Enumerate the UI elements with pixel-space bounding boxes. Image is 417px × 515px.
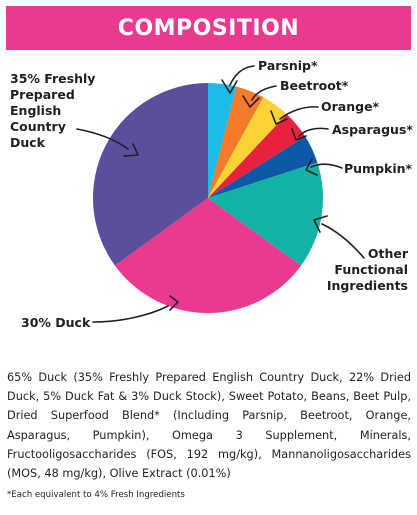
slice-label-other: Other Functional Ingredients	[327, 246, 409, 293]
slice-label-duck30: 30% Duck	[21, 315, 91, 330]
pie-slices	[92, 83, 324, 314]
arrow-asparagus	[298, 127, 329, 137]
ingredients-list: 65% Duck (35% Freshly Prepared English C…	[7, 371, 411, 481]
arrowhead-parsnip	[221, 79, 238, 94]
footnote: *Each equivalent to 4% Fresh Ingredients	[7, 490, 185, 500]
arrowhead-orange	[270, 110, 288, 125]
arrowhead-other	[313, 215, 328, 233]
slice-label-beetroot: Beetroot*	[280, 78, 349, 93]
pie-slice-beetroot	[208, 86, 264, 198]
pie-slice-asparagus	[208, 114, 306, 198]
pie-slice-duck35	[92, 83, 208, 266]
arrow-parsnip	[229, 65, 255, 86]
arrowhead-beetroot	[242, 95, 260, 108]
pie-slice-parsnip	[208, 83, 237, 198]
pie-slice-pumpkin	[208, 136, 318, 198]
slice-label-duck35: 35% Freshly Prepared English Country Duck	[10, 71, 95, 150]
arrowhead-duck35	[123, 143, 139, 157]
pie-labels: Parsnip* Beetroot* Orange* Asparagus* Pumpki…	[10, 58, 413, 330]
arrowhead-asparagus	[291, 128, 307, 141]
slice-label-asparagus: Asparagus*	[332, 122, 413, 137]
label-arrows	[76, 65, 365, 323]
arrow-other	[321, 223, 365, 259]
arrow-beetroot	[251, 85, 277, 101]
title-banner: COMPOSITION	[6, 6, 411, 50]
arrow-duck30	[92, 305, 169, 323]
arrow-duck35	[76, 128, 129, 150]
page-title: COMPOSITION	[117, 15, 300, 41]
arrowhead-duck30	[169, 295, 179, 311]
slice-label-pumpkin: Pumpkin*	[344, 161, 413, 176]
pie-slice-other	[208, 162, 324, 266]
slice-label-orange: Orange*	[321, 99, 380, 114]
arrowhead-pumpkin	[305, 158, 318, 176]
pie-slice-duck30	[114, 198, 302, 314]
pie-slice-orange	[208, 97, 287, 198]
composition-pie-chart: Parsnip* Beetroot* Orange* Asparagus* Pumpki…	[10, 58, 413, 330]
arrow-orange	[279, 106, 319, 120]
slice-label-parsnip: Parsnip*	[258, 58, 318, 73]
arrow-pumpkin	[310, 163, 343, 169]
